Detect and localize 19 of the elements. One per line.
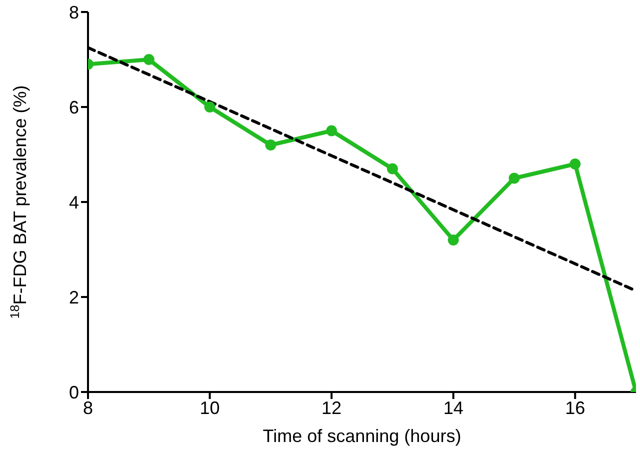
point bbox=[386, 163, 398, 174]
y-tick-label: 2 bbox=[68, 287, 79, 308]
y-tick-label: 4 bbox=[68, 192, 79, 212]
point bbox=[204, 102, 216, 112]
y-tick-label: 8 bbox=[68, 2, 79, 22]
point bbox=[326, 125, 338, 136]
x-tick-label: 8 bbox=[82, 398, 94, 418]
point bbox=[265, 140, 276, 150]
x-tick-label: 16 bbox=[565, 398, 586, 418]
y-tick-label: 6 bbox=[68, 97, 79, 118]
point bbox=[508, 172, 520, 184]
x-tick-label: 14 bbox=[443, 398, 464, 418]
y-tick-label: 0 bbox=[68, 382, 79, 402]
x-tick-label: 10 bbox=[200, 398, 220, 418]
x-tick-label: 12 bbox=[322, 398, 342, 418]
point bbox=[448, 234, 459, 246]
point bbox=[143, 54, 154, 65]
x-axis-title: Time of scanning (hours) bbox=[262, 426, 462, 446]
point bbox=[570, 158, 581, 170]
